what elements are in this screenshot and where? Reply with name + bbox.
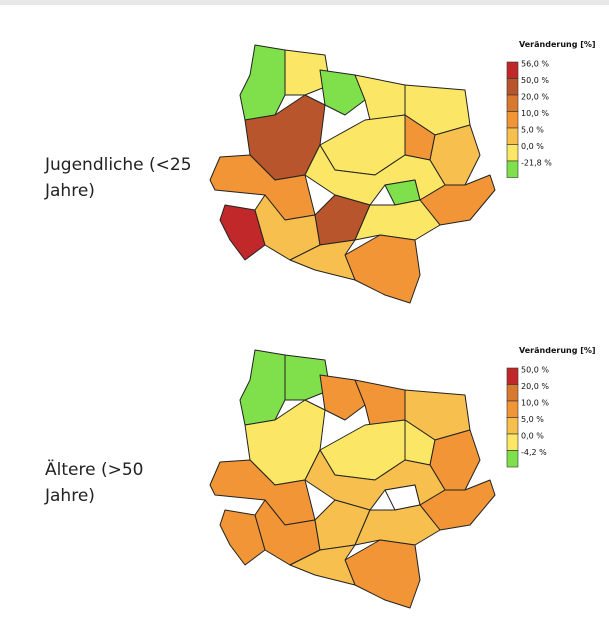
legend-swatch [506,400,519,418]
legend-swatch [506,433,519,451]
map-label: Jugendliche (<25 Jahre) [45,155,192,201]
legend-swatch [506,94,519,112]
legend-label: 10,0 % [521,399,549,408]
legend-swatch [506,78,519,96]
legend-swatch [506,384,519,402]
legend-swatch [506,144,519,162]
legend-swatch [506,61,519,79]
legend-label: 0,0 % [521,142,544,151]
legend-label: 5,0 % [521,126,544,135]
legend-swatch [506,111,519,129]
legend-swatch [506,127,519,145]
legend-title: Veränderung [%] [519,346,596,355]
legend-swatch [506,367,519,385]
map-label: Ältere (>50 Jahre) [45,460,144,506]
legend-label: 20,0 % [521,93,549,102]
legend-label: -21,8 % [521,159,552,168]
top-bar [0,0,609,5]
map-aeltere [209,349,496,609]
legend-label: 10,0 % [521,109,549,118]
map-jugendliche [209,44,496,304]
legend-label: 50,0 % [521,76,549,85]
legend-title: Veränderung [%] [519,40,596,49]
legend-label: -4,2 % [521,448,547,457]
legend-label: 50,0 % [521,366,549,375]
legend-label: 0,0 % [521,432,544,441]
legend-swatch [506,160,519,178]
legend-swatch [506,450,519,468]
legend-label: 5,0 % [521,415,544,424]
legend-label: 56,0 % [521,60,549,69]
legend-swatch [506,417,519,435]
legend-label: 20,0 % [521,382,549,391]
